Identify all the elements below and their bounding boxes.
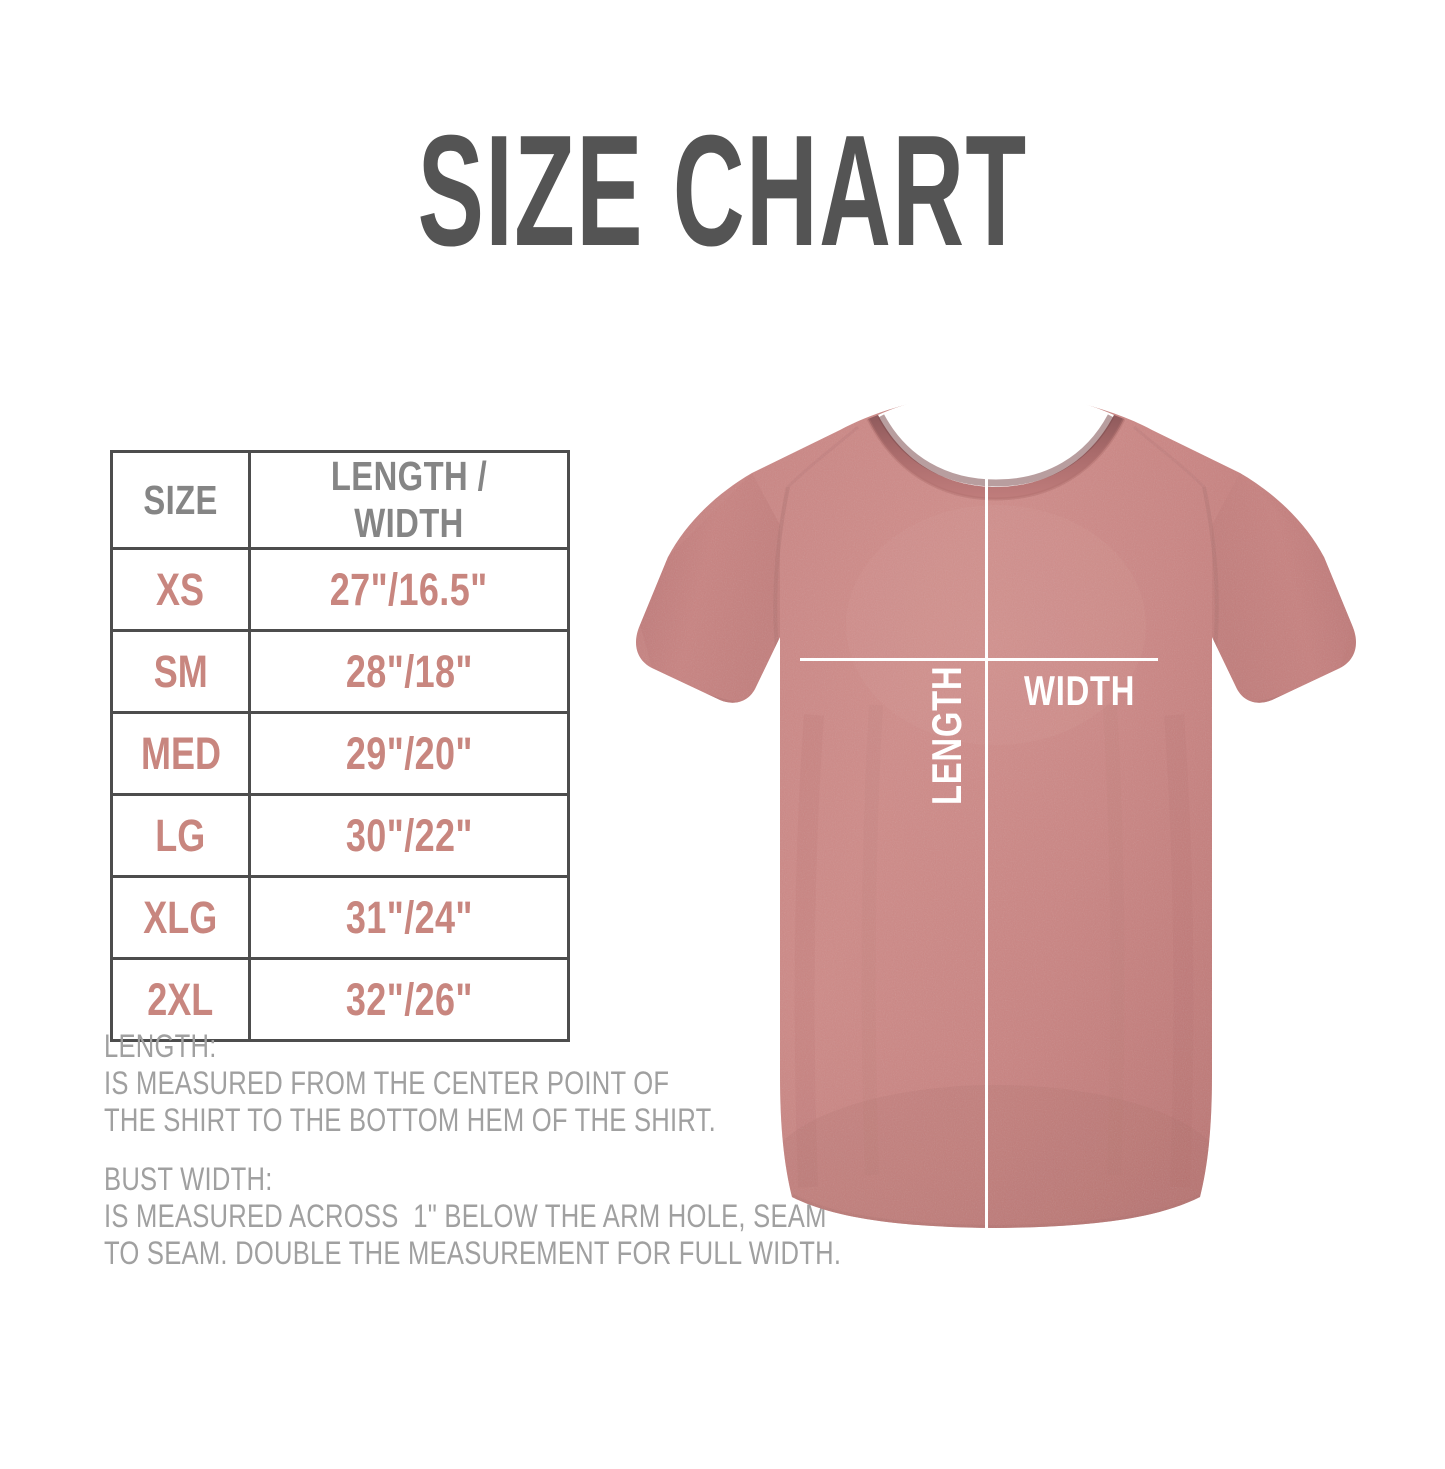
cell-measurement: 30"/22" [248, 793, 570, 878]
shirt-body [636, 393, 1356, 1228]
cell-measurement-label: 30"/22" [345, 809, 473, 861]
measurement-notes: LENGTH: IS MEASURED FROM THE CENTER POIN… [104, 1028, 842, 1294]
cell-measurement-label: 32"/26" [345, 973, 473, 1025]
table-row: 2XL 32"/26" [110, 957, 570, 1042]
tshirt-illustration [636, 391, 1356, 1228]
cell-size-label: LG [155, 809, 206, 861]
cell-size: 2XL [110, 957, 251, 1042]
cell-measurement: 29"/20" [248, 711, 570, 796]
column-header-size-label: SIZE [143, 476, 218, 523]
cell-size-label: 2XL [147, 973, 214, 1025]
cell-size: SM [110, 629, 251, 714]
cell-measurement: 27"/16.5" [248, 547, 570, 632]
cell-size-label: MED [140, 727, 221, 779]
cell-measurement-label: 27"/16.5" [330, 563, 488, 615]
table-row: XS 27"/16.5" [110, 547, 570, 632]
page-title: SIZE CHART [417, 103, 1028, 279]
cell-size-label: XLG [143, 891, 218, 943]
cell-size-label: XS [156, 563, 205, 615]
cell-size: XLG [110, 875, 251, 960]
cell-measurement-label: 29"/20" [345, 727, 473, 779]
tshirt-figure: WIDTH LENGTH [600, 375, 1390, 1265]
cell-size: MED [110, 711, 251, 796]
length-label: LENGTH [923, 665, 970, 805]
cell-measurement-label: 28"/18" [345, 645, 473, 697]
cell-measurement: 28"/18" [248, 629, 570, 714]
column-header-measurement: LENGTH / WIDTH [248, 450, 570, 550]
table-row: XLG 31"/24" [110, 875, 570, 960]
note-length-line-2: THE SHIRT TO THE BOTTOM HEM OF THE SHIRT… [104, 1102, 717, 1138]
table-row: MED 29"/20" [110, 711, 570, 796]
cell-size-label: SM [153, 645, 208, 697]
table-row: SM 28"/18" [110, 629, 570, 714]
note-length-line-1: IS MEASURED FROM THE CENTER POINT OF [104, 1065, 670, 1101]
note-bust-width: BUST WIDTH: IS MEASURED ACROSS 1" BELOW … [104, 1161, 842, 1272]
note-length-heading: LENGTH: [104, 1028, 217, 1064]
width-label: WIDTH [1024, 667, 1136, 714]
column-header-size: SIZE [110, 450, 251, 550]
size-chart-table: SIZE LENGTH / WIDTH XS 27"/16.5" SM 28"/… [110, 450, 570, 1042]
width-measurement-line [800, 658, 1158, 661]
note-length: LENGTH: IS MEASURED FROM THE CENTER POIN… [104, 1028, 744, 1139]
table-row: LG 30"/22" [110, 793, 570, 878]
cell-measurement: 31"/24" [248, 875, 570, 960]
cell-size: XS [110, 547, 251, 632]
shirt-collar [866, 391, 1126, 501]
table-header-row: SIZE LENGTH / WIDTH [110, 450, 570, 550]
cell-size: LG [110, 793, 251, 878]
note-bust-width-line-2: TO SEAM. DOUBLE THE MEASUREMENT FOR FULL… [104, 1235, 842, 1271]
column-header-measurement-label: LENGTH / WIDTH [330, 453, 488, 546]
note-bust-width-line-1: IS MEASURED ACROSS 1" BELOW THE ARM HOLE… [104, 1198, 827, 1234]
length-measurement-line [985, 477, 988, 1240]
note-bust-width-heading: BUST WIDTH: [104, 1161, 273, 1197]
cell-measurement-label: 31"/24" [345, 891, 473, 943]
cell-measurement: 32"/26" [248, 957, 570, 1042]
